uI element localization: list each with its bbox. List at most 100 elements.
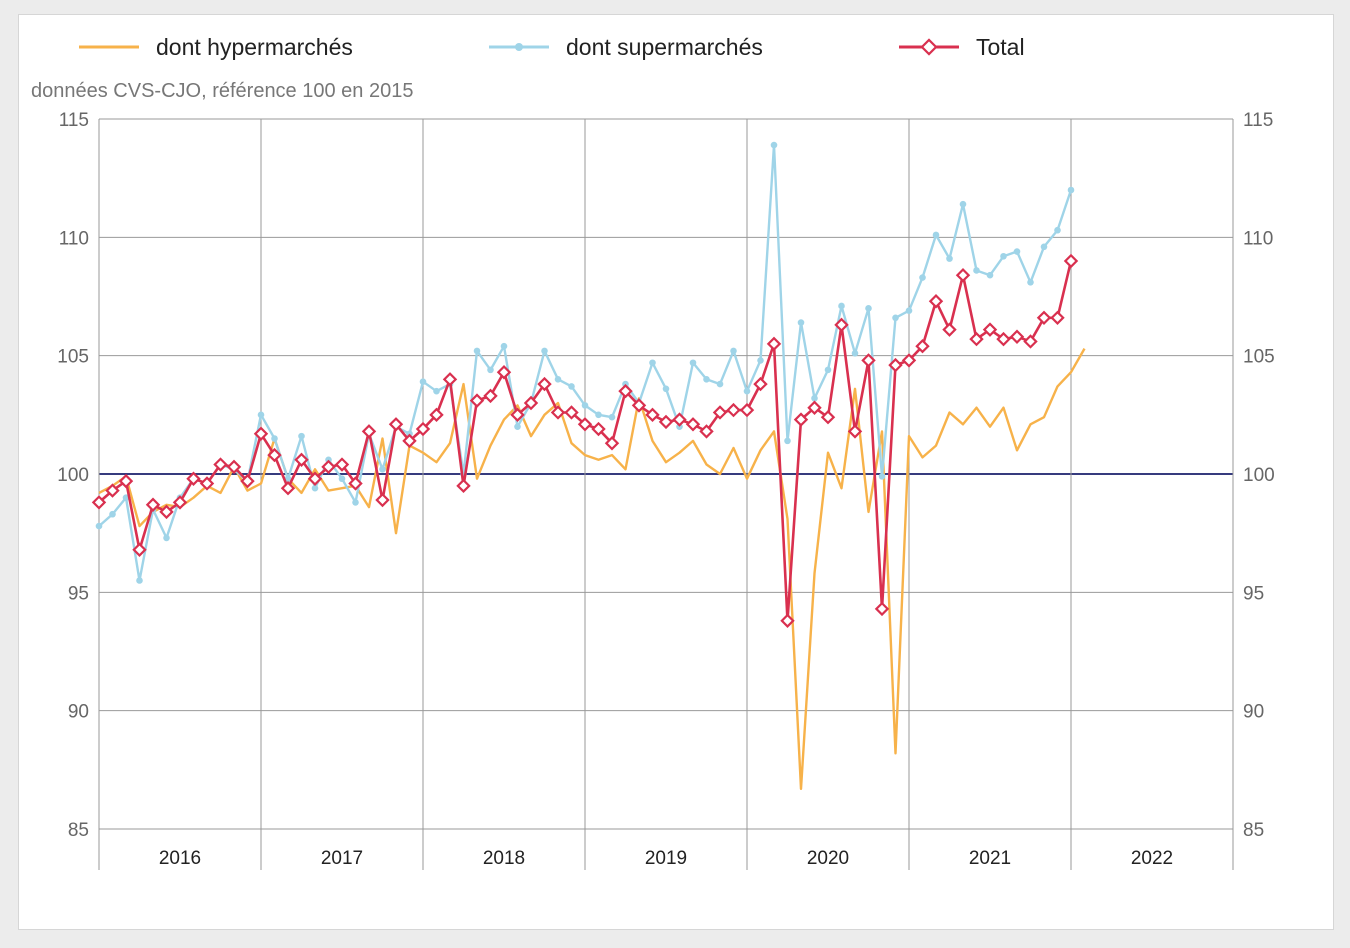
data-point-total [267, 447, 282, 463]
data-point-supermarches [284, 475, 292, 483]
data-point-total [429, 407, 444, 423]
data-point-supermarches [419, 378, 427, 386]
data-point-supermarches [271, 435, 278, 442]
legend-label-supermarches: dont supermarchés [566, 34, 763, 60]
data-point-supermarches [311, 484, 319, 492]
data-point-supermarches [689, 359, 697, 367]
data-point-supermarches [379, 465, 386, 473]
data-point-total [861, 353, 876, 368]
data-point-total [1036, 310, 1052, 326]
data-point-total [172, 495, 188, 510]
data-point-total [928, 294, 944, 309]
data-point-supermarches [703, 376, 710, 383]
y-tick-label-left: 95 [68, 583, 89, 604]
data-point-supermarches [851, 350, 859, 357]
data-point-supermarches [824, 366, 832, 374]
data-point-total [550, 405, 566, 420]
data-point-total [361, 424, 377, 439]
data-point-total [645, 407, 660, 423]
data-point-total [294, 452, 309, 468]
data-point-total [807, 400, 822, 415]
data-point-supermarches [946, 255, 953, 262]
data-point-total [631, 398, 647, 413]
data-point-supermarches [95, 522, 103, 530]
data-point-total [415, 421, 431, 437]
data-point-supermarches [541, 347, 548, 355]
data-point-supermarches [649, 359, 656, 367]
chart-subtitle: données CVS-CJO, référence 100 en 2015 [31, 80, 413, 102]
data-point-total [280, 480, 296, 496]
data-point-total [402, 433, 417, 449]
data-point-total [375, 492, 390, 508]
data-point-total [442, 372, 458, 387]
data-point-total [537, 376, 552, 392]
data-point-supermarches [500, 342, 508, 350]
data-point-supermarches [595, 411, 602, 419]
x-tick-label: 2019 [645, 848, 687, 869]
line-chart: dont hypermarchés dont supermarchés Tota… [31, 34, 1275, 870]
data-point-supermarches [1000, 252, 1007, 260]
data-point-supermarches [352, 499, 359, 506]
data-point-supermarches [730, 347, 737, 355]
data-point-supermarches [959, 200, 967, 208]
x-tick-label: 2022 [1131, 848, 1173, 869]
data-point-total [901, 353, 917, 368]
data-point-total [1023, 334, 1038, 349]
legend-marker-total [920, 38, 938, 56]
data-point-supermarches [811, 394, 818, 402]
legend-label-total: Total [976, 34, 1025, 60]
y-tick-label-right: 100 [1243, 465, 1275, 486]
data-point-total [766, 336, 782, 352]
data-point-total [834, 317, 849, 333]
data-point-supermarches [608, 413, 616, 421]
data-point-supermarches [1013, 248, 1021, 255]
data-point-total [145, 497, 161, 512]
legend-label-hypermarches: dont hypermarchés [156, 34, 353, 60]
data-point-supermarches [581, 402, 589, 409]
data-point-total [456, 478, 471, 494]
data-point-total [1009, 329, 1025, 344]
data-point-total [564, 405, 579, 420]
data-point-supermarches [136, 577, 143, 584]
data-point-supermarches [514, 423, 521, 430]
data-point-supermarches [163, 534, 170, 542]
data-point-total [1050, 310, 1065, 326]
data-point-supermarches [973, 267, 980, 274]
data-point-supermarches [338, 475, 346, 483]
y-tick-label-right: 90 [1243, 702, 1264, 723]
chart-card: dont hypermarchés dont supermarchés Tota… [18, 14, 1334, 930]
data-point-total [483, 388, 498, 404]
data-point-total [591, 421, 606, 437]
y-tick-label-left: 90 [68, 702, 89, 723]
data-point-total [510, 407, 525, 423]
data-point-supermarches [797, 319, 805, 326]
data-point-supermarches [892, 314, 899, 322]
data-point-total [132, 542, 147, 557]
data-point-total [888, 357, 903, 373]
data-point-total [712, 405, 728, 420]
data-point-total [618, 383, 633, 399]
data-point-total [577, 417, 593, 432]
x-tick-label: 2017 [321, 848, 363, 869]
data-point-total [213, 457, 228, 472]
data-point-total [105, 483, 120, 498]
data-point-total [847, 424, 863, 439]
data-point-total [604, 436, 620, 451]
data-point-supermarches [473, 347, 481, 355]
data-point-total [874, 601, 890, 617]
data-point-supermarches [1054, 226, 1061, 234]
data-point-supermarches [905, 307, 913, 315]
data-point-total [307, 471, 323, 486]
data-point-total [91, 495, 107, 510]
data-point-supermarches [784, 437, 791, 445]
grid [98, 118, 1234, 870]
x-tick-label: 2021 [969, 848, 1011, 869]
data-point-total [523, 395, 539, 411]
legend-marker-supermarches [515, 43, 523, 51]
y-tick-label-right: 110 [1243, 228, 1273, 249]
data-point-total [685, 417, 701, 432]
x-tick-label: 2016 [159, 848, 201, 869]
data-point-supermarches [298, 432, 305, 440]
data-point-supermarches [716, 380, 724, 388]
data-point-supermarches [109, 510, 116, 518]
